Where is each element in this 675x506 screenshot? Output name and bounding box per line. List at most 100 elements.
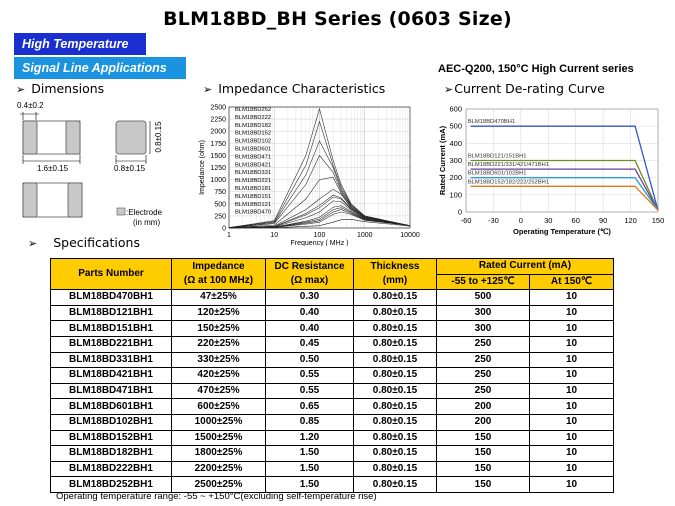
derating-series-line <box>470 125 659 211</box>
y-tick-label: 300 <box>449 156 462 165</box>
impedance-series-line <box>228 207 411 229</box>
impedance-series-line <box>228 154 411 228</box>
header-rated-current: Rated Current (mA) <box>436 258 614 275</box>
y-tick-label: 1750 <box>210 141 226 148</box>
x-tick-label: 1000 <box>357 232 373 239</box>
cell-thickness: 0.80±0.15 <box>353 445 437 462</box>
x-tick-label: 0 <box>519 216 523 225</box>
cell-rated-low: 150 <box>436 429 530 447</box>
dimensions-heading-text: Dimensions <box>31 81 105 96</box>
aec-note: AEC-Q200, 150°C High Current series <box>438 63 634 75</box>
dim-electrode-width: 0.4±0.2 <box>17 101 44 110</box>
y-tick-label: 0 <box>222 226 226 233</box>
cell-rated-150: 10 <box>529 304 614 322</box>
table-row: BLM18BD331BH1 330±25% 0.50 0.80±0.15 250 10 <box>50 351 614 369</box>
cell-dc-resistance: 0.40 <box>265 304 354 322</box>
cell-impedance: 470±25% <box>171 382 266 400</box>
cell-dc-resistance: 0.55 <box>265 382 354 400</box>
cell-dc-resistance: 0.50 <box>265 351 354 369</box>
impedance-series-line <box>228 140 411 228</box>
table-row: BLM18BD222BH1 2200±25% 1.50 0.80±0.15 150 10 <box>50 460 614 478</box>
legend-label: BLM18BD181 <box>235 186 271 192</box>
electrode-legend-swatch <box>116 207 126 216</box>
x-tick-label: 30 <box>544 216 552 225</box>
impedance-series-line <box>228 219 411 229</box>
y-tick-label: 2000 <box>210 129 226 136</box>
series-label: BLM18BD470BH1 <box>468 119 515 125</box>
legend-label: BLM18BD222 <box>235 115 271 121</box>
footnote: Operating temperature range: -55 ~ +150°… <box>56 491 377 502</box>
cell-part: BLM18BD222BH1 <box>50 460 172 478</box>
impedance-heading-text: Impedance Characteristics <box>218 81 386 96</box>
cell-impedance: 1000±25% <box>171 413 266 431</box>
cell-part: BLM18BD102BH1 <box>50 413 172 431</box>
x-axis-label: Operating Temperature (℃) <box>513 227 611 236</box>
cell-part: BLM18BD221BH1 <box>50 335 172 353</box>
y-tick-label: 0 <box>458 208 462 217</box>
impedance-series-line <box>228 209 411 229</box>
table-row: BLM18BD601BH1 600±25% 0.65 0.80±0.15 200 10 <box>50 398 614 415</box>
y-tick-label: 100 <box>449 190 462 199</box>
cell-rated-150: 10 <box>529 289 614 306</box>
cell-impedance: 220±25% <box>171 335 266 353</box>
table-row: BLM18BD221BH1 220±25% 0.45 0.80±0.15 250 10 <box>50 335 614 353</box>
cell-thickness: 0.80±0.15 <box>353 460 437 478</box>
impedance-series-line <box>228 200 411 229</box>
x-tick-label: -60 <box>461 216 472 225</box>
legend-label: BLM18BD121 <box>235 202 271 208</box>
cell-dc-resistance: 1.50 <box>265 460 354 478</box>
units-note: (in mm) <box>133 218 160 227</box>
impedance-chart: 0 250 500 750 1000 1250 1500 1750 2000 2250 2500 1 1… <box>199 105 420 247</box>
cell-thickness: 0.80±0.15 <box>353 398 437 415</box>
cell-dc-resistance: 1.20 <box>265 429 354 447</box>
impedance-series-line <box>228 205 411 229</box>
plot-frame <box>465 108 659 213</box>
x-tick-label: 150 <box>652 216 665 225</box>
cell-rated-low: 200 <box>436 398 530 415</box>
x-tick-label: 1 <box>227 232 231 239</box>
header-dc-line1: DC Resistance <box>274 261 345 273</box>
cell-dc-resistance: 1.50 <box>265 476 354 493</box>
impedance-series-line <box>228 188 411 229</box>
cell-dc-resistance: 0.40 <box>265 320 354 337</box>
x-tick-label: 10000 <box>400 232 420 239</box>
x-tick-label: 120 <box>624 216 637 225</box>
cell-thickness: 0.80±0.15 <box>353 367 437 384</box>
cell-rated-low: 150 <box>436 460 530 478</box>
table-row: BLM18BD102BH1 1000±25% 0.85 0.80±0.15 200 10 <box>50 413 614 431</box>
y-tick-label: 500 <box>449 122 462 131</box>
cell-thickness: 0.80±0.15 <box>353 476 437 493</box>
impedance-series-line <box>228 211 411 229</box>
x-tick-label: 90 <box>599 216 607 225</box>
dim-length: 1.6±0.15 <box>37 164 69 173</box>
table-row: BLM18BD151BH1 150±25% 0.40 0.80±0.15 300 10 <box>50 320 614 337</box>
header-rated-low-temp: -55 to +125℃ <box>436 273 530 291</box>
legend-label: BLM18BD221 <box>235 178 271 184</box>
cell-rated-low: 150 <box>436 476 530 493</box>
derating-heading: ➢Current De-rating Curve <box>444 81 605 96</box>
cell-impedance: 1800±25% <box>171 445 266 462</box>
cell-dc-resistance: 0.85 <box>265 413 354 431</box>
dim-width: 0.8±0.15 <box>114 164 146 173</box>
derating-heading-text: Current De-rating Curve <box>454 81 605 96</box>
cell-rated-low: 250 <box>436 351 530 369</box>
y-axis-label: Rated Current (mA) <box>438 125 447 195</box>
legend-label: BLM18BD182 <box>235 123 271 129</box>
cell-rated-low: 300 <box>436 304 530 322</box>
y-tick-label: 2500 <box>210 105 226 112</box>
cell-dc-resistance: 0.30 <box>265 289 354 306</box>
series-label: BLM18BD152/182/222/252BH1 <box>468 179 549 185</box>
cell-rated-150: 10 <box>529 367 614 384</box>
cell-impedance: 2200±25% <box>171 460 266 478</box>
cell-dc-resistance: 0.55 <box>265 367 354 384</box>
cell-part: BLM18BD331BH1 <box>50 351 172 369</box>
specifications-heading-text: Specifications <box>53 235 140 250</box>
derating-series-line <box>470 159 659 211</box>
cell-thickness: 0.80±0.15 <box>353 351 437 369</box>
cell-thickness: 0.80±0.15 <box>353 320 437 337</box>
table-row: BLM18BD182BH1 1800±25% 1.50 0.80±0.15 150 10 <box>50 445 614 462</box>
impedance-heading: ➢ Impedance Characteristics <box>203 81 385 96</box>
legend-label: BLM18BD601 <box>235 147 271 153</box>
cell-rated-150: 10 <box>529 445 614 462</box>
cell-impedance: 47±25% <box>171 289 266 306</box>
